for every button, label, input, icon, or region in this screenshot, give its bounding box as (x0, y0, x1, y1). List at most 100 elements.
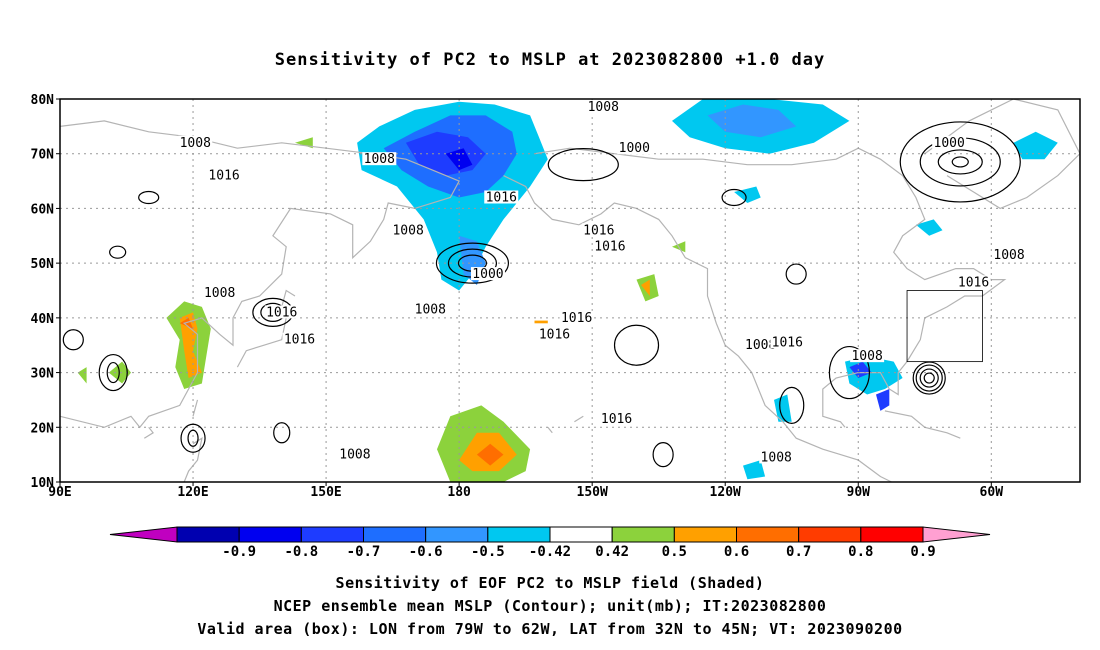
colorbar-swatch (673, 526, 737, 543)
mslp-contour (899, 121, 1021, 203)
colorbar: -0.9 -0.8 -0.7 -0.6 -0.5 -0.42 0.42 0.5 0.6 0.7 0.… (109, 526, 991, 560)
colorbar-extend-high (922, 526, 991, 543)
contour-label-bg (207, 168, 242, 182)
colorbar-label: -0.7 (347, 544, 381, 560)
sensitivity-region (641, 279, 650, 296)
coastline (192, 399, 199, 417)
colorbar-swatch (549, 526, 613, 543)
contour-label-bg (992, 247, 1027, 261)
contour-label: 1016 (958, 275, 989, 290)
contour-label-bg (337, 447, 372, 461)
mslp-contour (435, 242, 510, 284)
contour-label: 1016 (486, 190, 517, 205)
coastline (884, 410, 961, 439)
colorbar-label: 0.9 (910, 544, 935, 560)
contour-label-bg (599, 412, 634, 426)
colorbar-label: -0.8 (284, 544, 318, 560)
coastline (183, 436, 203, 482)
colorbar-label: 0.8 (848, 544, 873, 560)
colorbar-label: 0.5 (662, 544, 687, 560)
lon-label: 90W (847, 485, 871, 500)
contour-label: 1008 (339, 448, 370, 463)
coastline (534, 147, 1007, 428)
mslp-contour (187, 429, 199, 447)
mslp-contour (951, 156, 969, 168)
contour-label: 1000 (619, 141, 650, 156)
contour-label-bg (617, 141, 652, 155)
chart-title: Sensitivity of PC2 to MSLP at 2023082800… (274, 50, 826, 70)
mslp-contour (785, 263, 807, 285)
colorbar-label: 0.6 (724, 544, 749, 560)
sensitivity-region (849, 361, 872, 378)
mslp-contour (109, 245, 127, 259)
sensitivity-region (915, 219, 943, 236)
contour-label: 1016 (266, 305, 297, 320)
colorbar-label: 0.42 (595, 544, 629, 560)
sensitivity-region (743, 460, 766, 480)
colorbar-swatch (176, 526, 240, 543)
colorbar-swatch (425, 526, 489, 543)
contour-label-bg (850, 349, 885, 363)
map-frame (59, 98, 1081, 483)
contour-label-bg (264, 305, 299, 319)
contour-label: 1016 (583, 223, 614, 238)
colorbar-swatch (238, 526, 302, 543)
contour-label-bg (770, 335, 805, 349)
lon-label: 150E (310, 485, 341, 500)
mslp-contour (180, 423, 206, 453)
contour-label-bg (282, 332, 317, 346)
colorbar-label: -0.6 (409, 544, 443, 560)
colorbar-swatch (363, 526, 427, 543)
sensitivity-region (77, 367, 87, 384)
lat-label: 40N (31, 312, 55, 327)
colorbar-swatch (300, 526, 365, 543)
contour-label: 1016 (284, 333, 315, 348)
colorbar-swatch (487, 526, 551, 543)
coastlines (60, 99, 1080, 482)
lon-label: 90E (48, 485, 71, 500)
mslp-contour (919, 368, 939, 388)
colorbar-label: -0.9 (222, 544, 256, 560)
sensitivity-region (774, 394, 792, 422)
sensitivity-region (734, 186, 761, 203)
colorbar-swatch (860, 526, 924, 543)
coastline (547, 426, 553, 434)
caption-valid-area: Valid area (box): LON from 79W to 62W, L… (197, 620, 903, 638)
colorbar-swatch (798, 526, 862, 543)
mslp-contour (923, 372, 935, 384)
sensitivity-region (534, 320, 548, 324)
contour-label-bg (178, 135, 213, 149)
colorbar-label: 0.7 (786, 544, 811, 560)
sensitivity-region (179, 317, 193, 329)
contour-label-bg (413, 302, 448, 316)
contour-label-bg (537, 327, 572, 341)
mslp-contour (273, 422, 291, 444)
lat-label: 50N (31, 257, 55, 272)
contour-label: 1008 (180, 136, 211, 151)
longitude-labels: 90E 120E 150E 180 150W 120W 90W 60W (48, 482, 1003, 500)
contour-label-bg (202, 286, 237, 300)
contour-label-bg (586, 100, 621, 114)
sensitivity-shading (77, 99, 1058, 482)
coastline (60, 120, 460, 429)
lat-label: 20N (31, 421, 55, 436)
contour-label-bg (559, 310, 594, 324)
contour-label-bg (592, 239, 627, 253)
contour-label: 1000 (472, 267, 503, 282)
coastline (924, 99, 1080, 210)
contour-label-bg (391, 223, 426, 237)
mslp-contour (613, 324, 660, 366)
lon-label: 150W (577, 485, 608, 500)
sensitivity-region (1013, 131, 1058, 160)
contour-label: 1008 (415, 303, 446, 318)
contour-label: 1000 (934, 136, 965, 151)
contour-label: 1008 (761, 450, 792, 465)
coastline (143, 426, 154, 439)
mslp-contour (62, 329, 84, 351)
lat-label: 80N (31, 93, 55, 108)
mslp-contour (138, 190, 160, 205)
lat-label: 10N (31, 476, 55, 491)
contour-label-bg (932, 135, 967, 149)
mslp-contour (547, 148, 619, 182)
coastline (503, 175, 893, 482)
